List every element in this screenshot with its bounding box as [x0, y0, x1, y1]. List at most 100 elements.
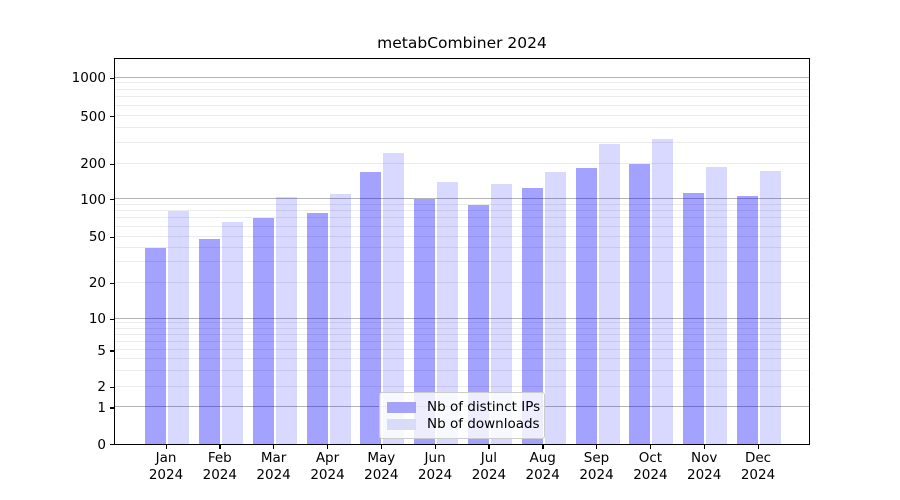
y-tick-label-10: 10: [88, 311, 106, 327]
bar-ips-apr: [306, 213, 328, 444]
y-tick-label-2: 2: [97, 379, 106, 396]
x-tick-label-dec: Dec 2024: [740, 450, 776, 483]
y-tick-mark: [110, 236, 114, 238]
legend: Nb of distinct IPs Nb of downloads: [379, 392, 545, 439]
x-tick-label-jun: Jun 2024: [417, 450, 453, 483]
bar-ips-may: [360, 171, 382, 444]
major-gridline: [115, 76, 809, 78]
bar-ips-jul: [467, 204, 489, 444]
minor-gridline: [115, 104, 809, 106]
x-tick-mark: [165, 445, 167, 449]
minor-gridline: [115, 115, 809, 116]
legend-row: Nb of downloads: [387, 417, 540, 432]
minor-gridline: [115, 327, 809, 329]
bar-downloads-sep: [598, 144, 620, 444]
minor-gridline: [115, 349, 809, 351]
x-tick-mark: [219, 445, 221, 449]
minor-gridline: [115, 333, 809, 335]
bar-ips-sep: [575, 167, 597, 444]
y-tick-label-0: 0: [97, 436, 106, 453]
x-tick-label-feb: Feb 2024: [202, 450, 237, 483]
bar-downloads-feb: [221, 222, 243, 444]
minor-gridline: [115, 141, 809, 143]
bar-downloads-aug: [544, 171, 566, 444]
minor-gridline: [115, 88, 809, 90]
minor-gridline: [115, 96, 809, 98]
minor-gridline: [115, 358, 809, 360]
legend-label: Nb of downloads: [427, 416, 540, 432]
y-tick-mark: [110, 444, 114, 446]
bar-downloads-mar: [275, 197, 297, 444]
x-tick-mark: [757, 445, 759, 449]
major-gridline: [115, 317, 809, 319]
y-tick-label-1000: 1000: [71, 70, 106, 86]
bar-downloads-nov: [706, 166, 728, 444]
plot-area: Nb of distinct IPs Nb of downloads: [114, 58, 810, 445]
y-tick-mark: [110, 116, 114, 118]
legend-swatch-icon: [387, 419, 416, 430]
legend-swatch-icon: [387, 402, 416, 413]
bar-downloads-jun: [437, 181, 459, 444]
legend-row: Nb of distinct IPs: [387, 400, 540, 415]
bar-downloads-oct: [652, 139, 674, 444]
bar-ips-nov: [683, 193, 705, 444]
y-tick-mark: [110, 163, 114, 165]
minor-gridline: [115, 217, 809, 219]
minor-gridline: [115, 281, 809, 283]
minor-gridline: [115, 385, 809, 387]
y-tick-mark: [110, 386, 114, 389]
minor-gridline: [115, 203, 809, 205]
minor-gridline: [115, 126, 809, 128]
minor-gridline: [115, 369, 809, 371]
x-tick-label-aug: Aug 2024: [525, 450, 560, 483]
y-tick-mark: [110, 318, 114, 320]
minor-gridline: [115, 261, 809, 263]
bar-downloads-jul: [490, 183, 512, 444]
minor-gridline: [115, 210, 809, 212]
x-tick-mark: [649, 445, 652, 449]
x-tick-label-may: May 2024: [364, 450, 399, 483]
y-tick-label-500: 500: [80, 108, 106, 125]
bar-ips-dec: [737, 195, 758, 444]
x-tick-mark: [703, 445, 706, 449]
y-tick-label-100: 100: [80, 191, 106, 208]
x-tick-mark: [488, 445, 490, 449]
y-tick-label-5: 5: [97, 342, 106, 359]
bar-downloads-dec: [760, 170, 781, 444]
bar-ips-oct: [629, 164, 651, 444]
minor-gridline: [115, 340, 809, 342]
bar-downloads-jan: [168, 211, 189, 444]
bar-ips-jan: [145, 247, 166, 444]
minor-gridline: [115, 162, 809, 164]
x-tick-mark: [596, 445, 598, 449]
minor-gridline: [115, 246, 809, 248]
chart-title: metabCombiner 2024: [377, 34, 547, 52]
y-tick-label-50: 50: [88, 229, 106, 245]
x-tick-mark: [434, 445, 436, 449]
legend-label: Nb of distinct IPs: [427, 399, 541, 415]
y-tick-label-1: 1: [97, 399, 106, 416]
major-gridline: [115, 198, 809, 199]
minor-gridline: [115, 225, 809, 227]
bar-ips-mar: [252, 218, 274, 444]
x-tick-label-jan: Jan 2024: [148, 450, 184, 483]
x-tick-mark: [327, 445, 329, 449]
x-tick-label-sep: Sep 2024: [579, 450, 614, 483]
x-tick-mark: [273, 445, 275, 449]
x-tick-label-mar: Mar 2024: [256, 450, 291, 483]
y-tick-label-20: 20: [88, 275, 106, 292]
bar-ips-feb: [198, 238, 220, 444]
minor-gridline: [115, 322, 809, 324]
x-tick-mark: [542, 445, 544, 449]
x-tick-mark: [380, 445, 383, 449]
y-tick-label-200: 200: [80, 156, 106, 172]
y-tick-mark: [110, 350, 114, 352]
x-tick-label-nov: Nov 2024: [687, 450, 722, 483]
bar-downloads-apr: [329, 194, 351, 444]
minor-gridline: [115, 235, 809, 237]
bar-downloads-may: [383, 152, 405, 444]
bar-ips-aug: [521, 188, 543, 444]
y-tick-mark: [110, 77, 114, 79]
minor-gridline: [115, 82, 809, 84]
